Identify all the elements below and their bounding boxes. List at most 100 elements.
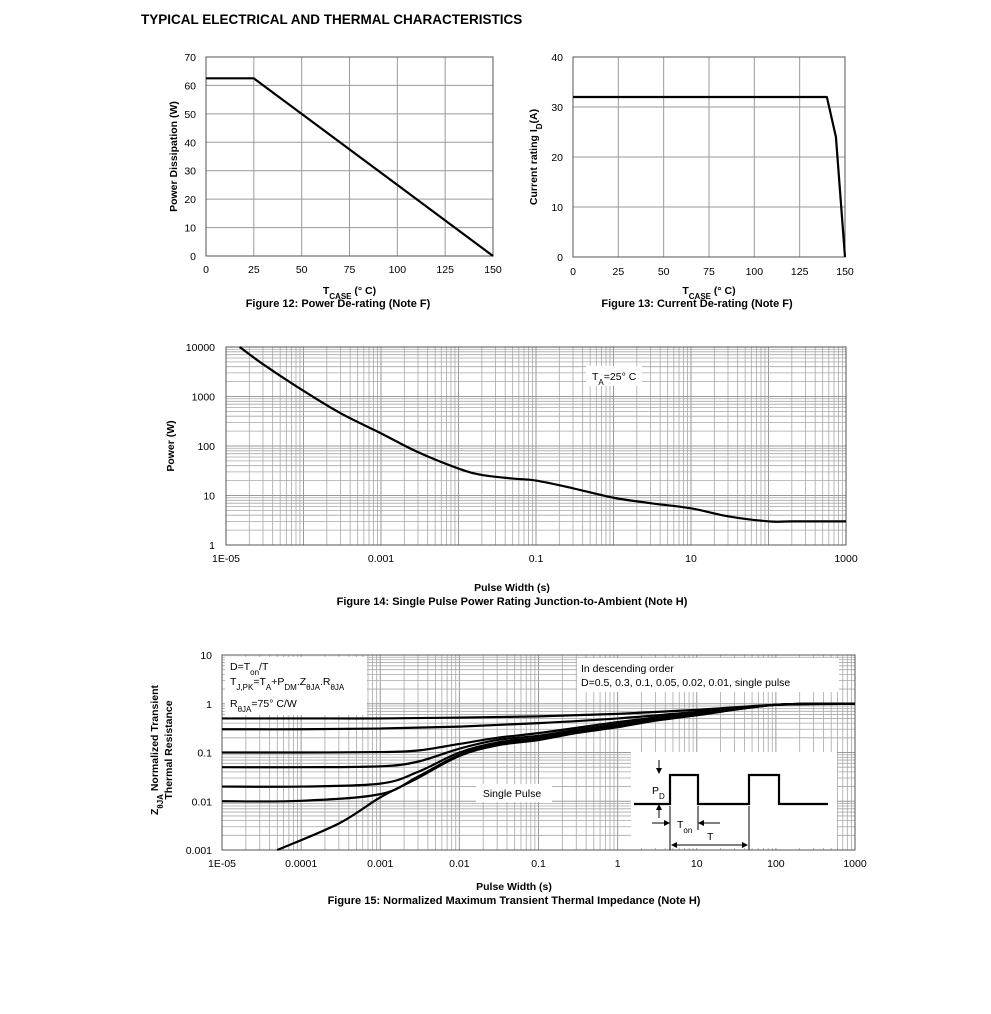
x-tick-label: 100	[389, 264, 407, 276]
figure-12-power-derating: 0 25 50 75 100 125 150 0 10 20 30 40 50 60 70 TCASE (° …	[168, 52, 502, 310]
x-tick-label: 25	[248, 264, 260, 276]
power-curve	[238, 346, 846, 523]
x-tick-label: 0.001	[368, 553, 394, 565]
t-arrowhead-right	[742, 842, 748, 848]
y-tick-label: 0.001	[186, 845, 212, 857]
y-tick-label: 10000	[186, 342, 215, 354]
junction-temp-formula: TJ,PK=TA+PDM.ZθJA.RθJA	[230, 676, 345, 692]
pulse-waveform-diagram: PD Ton T	[634, 760, 828, 850]
ton-arrowhead-left	[664, 820, 670, 826]
y-tick-label: 0	[557, 252, 563, 264]
figure-15-transient-thermal-impedance: 1E-05 0.0001 0.001 0.01 0.1 1 10 100 1000 0.001 0.…	[149, 650, 867, 907]
x-tick-label: 25	[612, 266, 624, 278]
x-tick-label: 1E-05	[208, 858, 236, 870]
ton-label: Ton	[677, 819, 692, 835]
x-tick-label: 100	[746, 266, 764, 278]
y-tick-label: 30	[184, 166, 196, 178]
x-tick-label: 1000	[834, 553, 858, 565]
single-pulse-box	[476, 784, 552, 802]
order-note: In descending order	[581, 663, 674, 675]
current-derating-line	[573, 95, 847, 258]
y-tick-label: 10	[184, 223, 196, 235]
y-tick-label: 20	[184, 194, 196, 206]
y-axis-label: Power (W)	[165, 420, 177, 471]
pd-label: PD	[652, 785, 665, 801]
x-tick-label: 150	[484, 264, 502, 276]
figure-14-single-pulse-power: 1E-05 0.001 0.1 10 1000 1 10 100 1000 10000 TA=25°…	[165, 342, 858, 608]
x-tick-label: 1	[615, 858, 621, 870]
y-axis-label: Power Dissipation (W)	[168, 101, 180, 212]
plot-frame	[205, 56, 494, 257]
power-derating-line	[206, 77, 494, 257]
single-pulse-label: Single Pulse	[483, 788, 542, 800]
x-axis-label: TCASE (° C)	[323, 285, 376, 301]
pulse-waveform	[634, 773, 828, 806]
x-tick-label: 125	[436, 264, 454, 276]
x-tick-label: 0.01	[449, 858, 470, 870]
y-tick-label: 70	[184, 52, 196, 64]
plot-frame	[225, 346, 847, 546]
x-tick-label: 75	[344, 264, 356, 276]
y-tick-label: 0.1	[197, 748, 212, 760]
x-tick-label: 1E-05	[212, 553, 240, 565]
figure-caption: Figure 14: Single Pulse Power Rating Jun…	[337, 596, 688, 608]
y-tick-label: 100	[197, 441, 215, 453]
impedance-curve-7	[276, 702, 856, 852]
figure-caption: Figure 13: Current De-rating (Note F)	[601, 298, 793, 310]
x-tick-label: 0	[570, 266, 576, 278]
y-tick-label: 20	[551, 152, 563, 164]
pd-arrowhead-top	[656, 768, 662, 774]
y-tick-label: 10	[203, 491, 215, 503]
y-tick-label: 10	[551, 202, 563, 214]
t-arrowhead-left	[671, 842, 677, 848]
inset-cover	[631, 752, 837, 848]
y-tick-label: 30	[551, 102, 563, 114]
x-tick-label: 125	[791, 266, 809, 278]
t-label: T	[707, 831, 714, 843]
ton-arrowhead-right	[698, 820, 704, 826]
x-tick-label: 1000	[843, 858, 867, 870]
figure-caption: Figure 12: Power De-rating (Note F)	[246, 298, 431, 310]
y-tick-label: 0.01	[192, 796, 213, 808]
y-axis-label: Current rating ID(A)	[528, 109, 544, 205]
x-tick-label: 10	[685, 553, 697, 565]
y-tick-label: 0	[190, 251, 196, 263]
y-axis-label-line2: Thermal Resistance	[163, 700, 175, 799]
x-tick-label: 50	[296, 264, 308, 276]
x-axis-label: TCASE (° C)	[682, 285, 735, 301]
x-tick-label: 0.1	[529, 553, 544, 565]
ambient-temp-annotation: TA=25° C	[592, 371, 637, 387]
y-tick-label: 40	[551, 52, 563, 64]
duty-cycle-list: D=0.5, 0.3, 0.1, 0.05, 0.02, 0.01, singl…	[581, 677, 790, 689]
page-title: TYPICAL ELECTRICAL AND THERMAL CHARACTER…	[141, 12, 523, 27]
x-tick-label: 150	[836, 266, 854, 278]
duty-cycle-formula: D=Ton/T	[230, 661, 269, 677]
x-tick-label: 100	[767, 858, 785, 870]
figure-caption: Figure 15: Normalized Maximum Transient …	[328, 895, 701, 907]
thermal-resistance-note: RθJA=75° C/W	[230, 698, 297, 714]
annotation-box	[586, 366, 642, 386]
y-tick-label: 60	[184, 80, 196, 92]
y-tick-label: 1000	[192, 392, 216, 404]
x-tick-label: 0.1	[531, 858, 546, 870]
annotation-box-left	[225, 657, 367, 715]
x-tick-label: 10	[691, 858, 703, 870]
x-tick-label: 0.0001	[285, 858, 317, 870]
plot-frame	[572, 56, 846, 258]
y-tick-label: 10	[200, 650, 212, 662]
x-tick-label: 0.001	[367, 858, 393, 870]
x-tick-label: 50	[658, 266, 670, 278]
y-tick-label: 1	[206, 699, 212, 711]
x-tick-label: 75	[703, 266, 715, 278]
x-tick-label: 0	[203, 264, 209, 276]
y-tick-label: 1	[209, 540, 215, 552]
x-axis-label: Pulse Width (s)	[476, 881, 552, 893]
y-tick-label: 40	[184, 137, 196, 149]
pd-arrowhead-bottom	[656, 804, 662, 810]
y-tick-label: 50	[184, 109, 196, 121]
figure-13-current-derating: 0 25 50 75 100 125 150 0 10 20 30 40 TCASE (° C) Curr…	[528, 52, 854, 310]
x-axis-label: Pulse Width (s)	[474, 582, 550, 594]
annotation-box-right	[577, 658, 839, 692]
y-axis-label-line1: ZθJA Normalized Transient	[149, 684, 165, 815]
